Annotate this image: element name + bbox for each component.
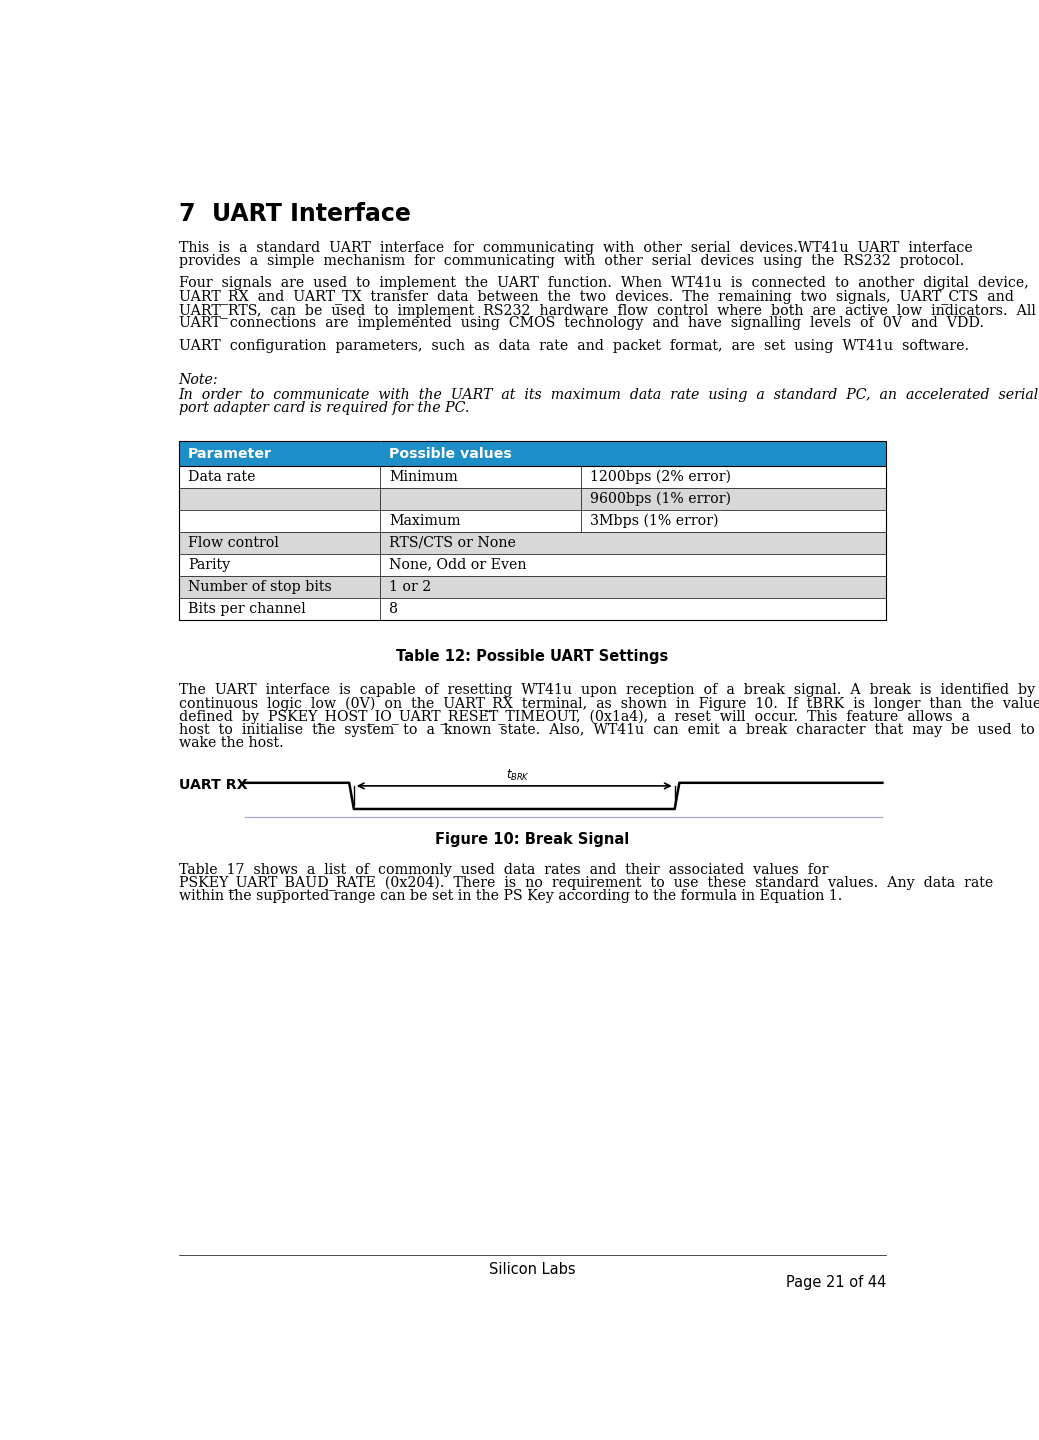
Text: UART_RTS,  can  be  used  to  implement  RS232  hardware  flow  control  where  : UART_RTS, can be used to implement RS232…	[179, 302, 1036, 318]
Text: 9600bps (1% error): 9600bps (1% error)	[590, 491, 730, 505]
Text: UART RX: UART RX	[179, 778, 247, 792]
Text: wake the host.: wake the host.	[179, 736, 284, 750]
Bar	[179, 510, 886, 531]
Text: Table  17  shows  a  list  of  commonly  used  data  rates  and  their  associat: Table 17 shows a list of commonly used d…	[179, 863, 828, 877]
Bar	[179, 488, 886, 510]
Text: host  to  initialise  the  system  to  a  known  state.  Also,  WT41u  can  emit: host to initialise the system to a known…	[179, 723, 1035, 737]
Bar	[179, 467, 886, 488]
Text: None, Odd or Even: None, Odd or Even	[389, 557, 527, 572]
Text: 7  UART Interface: 7 UART Interface	[179, 202, 410, 226]
Bar	[179, 554, 886, 576]
Text: Number of stop bits: Number of stop bits	[188, 580, 331, 593]
Text: provides  a  simple  mechanism  for  communicating  with  other  serial  devices: provides a simple mechanism for communic…	[179, 253, 964, 268]
Text: UART  configuration  parameters,  such  as  data  rate  and  packet  format,  ar: UART configuration parameters, such as d…	[179, 338, 968, 353]
Bar	[179, 531, 886, 554]
Text: 8: 8	[389, 602, 398, 615]
Text: Flow control: Flow control	[188, 536, 278, 550]
Text: $t_{BRK}$: $t_{BRK}$	[506, 768, 530, 783]
Text: Note:: Note:	[179, 373, 218, 387]
Bar	[179, 441, 886, 619]
Bar	[179, 598, 886, 619]
Text: In  order  to  communicate  with  the  UART  at  its  maximum  data  rate  using: In order to communicate with the UART at…	[179, 387, 1039, 402]
Bar	[179, 441, 886, 467]
Text: continuous  logic  low  (0V)  on  the  UART_RX  terminal,  as  shown  in  Figure: continuous logic low (0V) on the UART_RX…	[179, 697, 1039, 711]
Text: The  UART  interface  is  capable  of  resetting  WT41u  upon  reception  of  a : The UART interface is capable of resetti…	[179, 684, 1039, 697]
Text: Figure 10: Break Signal: Figure 10: Break Signal	[435, 832, 630, 847]
Text: 1200bps (2% error): 1200bps (2% error)	[590, 469, 730, 484]
Text: This  is  a  standard  UART  interface  for  communicating  with  other  serial : This is a standard UART interface for co…	[179, 240, 973, 255]
Text: Parameter: Parameter	[188, 446, 272, 461]
Text: port adapter card is required for the PC.: port adapter card is required for the PC…	[179, 402, 469, 415]
Text: Bits per channel: Bits per channel	[188, 602, 305, 615]
Text: Table 12: Possible UART Settings: Table 12: Possible UART Settings	[396, 649, 669, 664]
Bar	[179, 576, 886, 598]
Text: Silicon Labs: Silicon Labs	[489, 1263, 576, 1277]
Text: within the supported range can be set in the PS Key according to the formula in : within the supported range can be set in…	[179, 890, 842, 903]
Text: Minimum: Minimum	[389, 469, 458, 484]
Text: RTS/CTS or None: RTS/CTS or None	[389, 536, 515, 550]
Text: Page 21 of 44: Page 21 of 44	[785, 1276, 886, 1290]
Text: UART_RX  and  UART_TX  transfer  data  between  the  two  devices.  The  remaini: UART_RX and UART_TX transfer data betwee…	[179, 289, 1014, 304]
Text: Four  signals  are  used  to  implement  the  UART  function.  When  WT41u  is  : Four signals are used to implement the U…	[179, 276, 1029, 291]
Text: Parity: Parity	[188, 557, 230, 572]
Text: defined  by  PSKEY_HOST_IO_UART_RESET_TIMEOUT,  (0x1a4),  a  reset  will  occur.: defined by PSKEY_HOST_IO_UART_RESET_TIME…	[179, 710, 969, 726]
Text: Possible values: Possible values	[389, 446, 511, 461]
Text: Data rate: Data rate	[188, 469, 256, 484]
Text: 3Mbps (1% error): 3Mbps (1% error)	[590, 514, 718, 528]
Text: PSKEY_UART_BAUD_RATE  (0x204).  There  is  no  requirement  to  use  these  stan: PSKEY_UART_BAUD_RATE (0x204). There is n…	[179, 876, 993, 891]
Text: Maximum: Maximum	[389, 514, 460, 528]
Text: UART  connections  are  implemented  using  CMOS  technology  and  have  signall: UART connections are implemented using C…	[179, 315, 984, 330]
Text: 1 or 2: 1 or 2	[389, 580, 431, 593]
